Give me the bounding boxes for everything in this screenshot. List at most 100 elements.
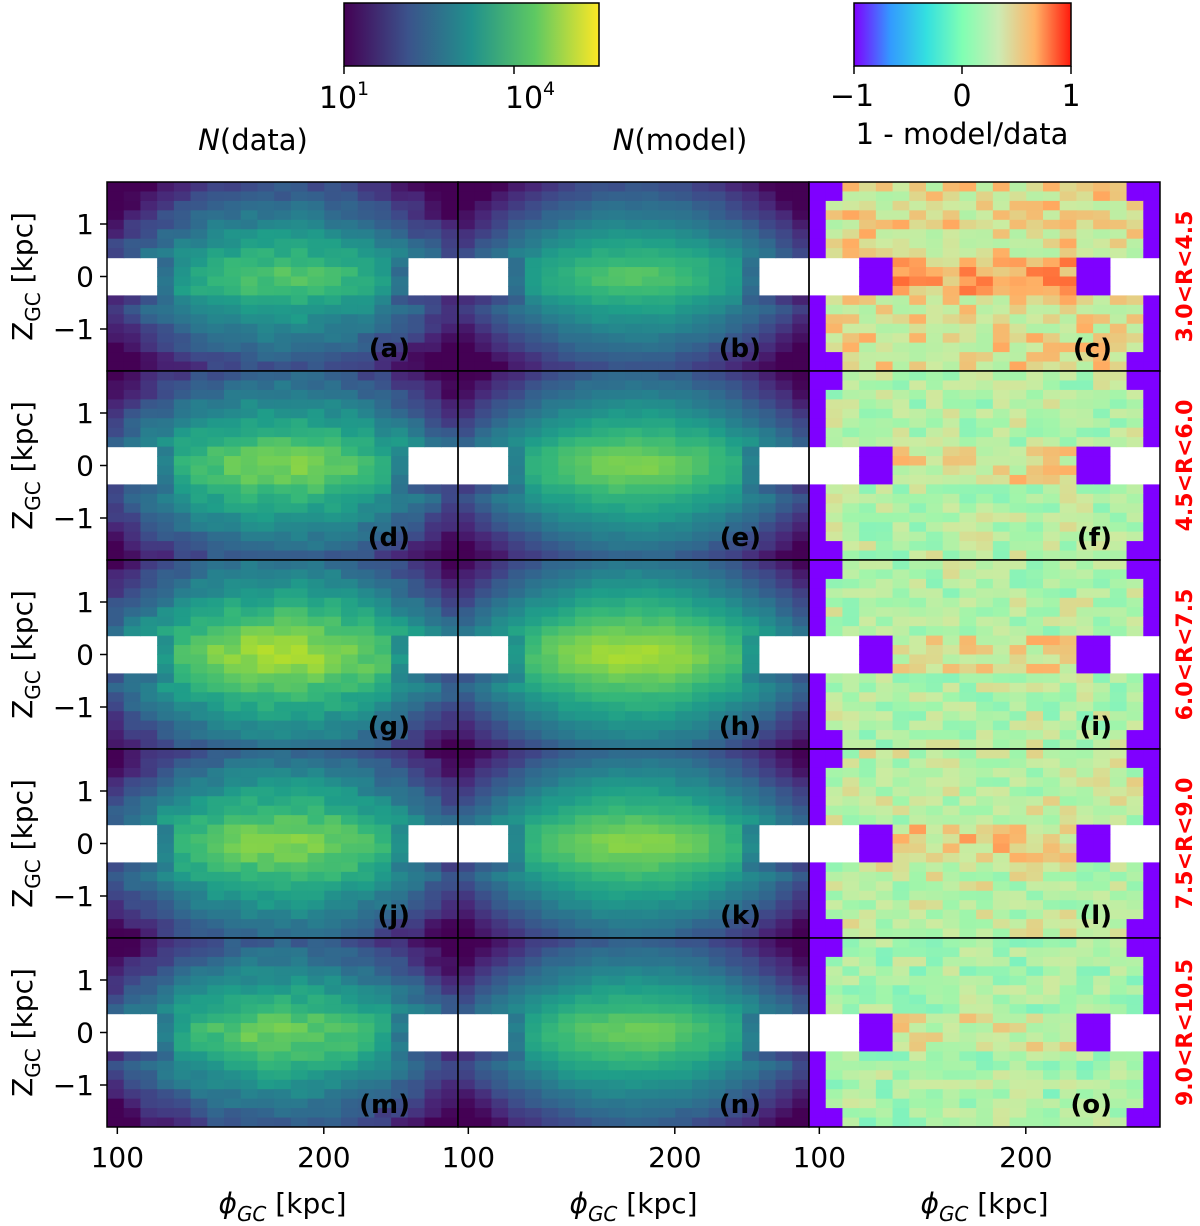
cell [1143,569,1160,580]
cell [441,304,458,315]
cell [591,881,610,892]
cell [1076,446,1094,457]
cell [976,352,994,363]
cell [474,541,493,552]
cell [1009,711,1027,722]
cell [792,730,809,741]
cell [524,361,543,371]
cell [758,569,777,580]
cell [809,881,827,892]
cell [842,767,860,778]
cell [775,777,793,788]
cell [692,418,710,429]
cell [374,749,392,760]
cell [1126,928,1144,938]
cell [524,673,543,684]
cell [909,909,927,920]
cell [1043,323,1061,334]
cell [1093,749,1111,760]
cell [875,843,894,854]
cell [341,219,359,230]
cell [224,588,242,599]
cell [708,512,727,523]
cell [458,399,476,410]
cell [541,541,559,552]
cell [257,399,275,410]
cell [942,465,961,476]
cell [474,900,493,911]
cell [107,342,125,353]
cell [224,437,242,448]
cell [524,182,543,193]
cell [1143,928,1160,938]
cell [424,607,442,618]
cell [959,342,977,353]
cell [892,541,910,552]
cell [274,881,292,892]
cell [725,427,743,438]
cell [1126,805,1144,816]
cell [892,408,910,419]
cell [558,380,576,391]
cell [892,418,910,429]
cell [257,380,275,391]
cell [825,673,844,684]
cell [458,408,476,419]
cell [274,531,292,542]
cell [1076,616,1094,627]
cell [976,711,994,722]
cell [825,900,844,911]
cell [140,720,158,731]
cell [391,824,409,835]
cell [825,569,844,580]
cell [424,371,442,382]
cell [859,474,877,485]
cell [290,985,309,996]
cell [758,352,777,363]
cell [307,493,325,504]
cell [458,597,476,608]
cell [474,210,493,221]
cell [959,503,977,514]
cell [992,399,1011,410]
cell [524,219,543,230]
cell [708,824,727,835]
cell [157,550,175,560]
cell [508,928,526,938]
cell [274,550,292,560]
cell [625,881,643,892]
cell [575,219,593,230]
cell [324,342,342,353]
cell [591,720,610,731]
cell [742,295,760,306]
cell [240,938,259,949]
cell [558,720,576,731]
cell [424,767,442,778]
cell [1059,361,1078,371]
cell [257,994,275,1005]
cell [173,380,192,391]
cell [675,267,693,278]
cell [458,541,476,552]
cell [274,352,292,363]
cell [742,758,760,769]
cell [290,446,309,457]
cell [474,361,493,371]
panel-e-cells [458,371,809,560]
cell [942,635,961,646]
cell [274,805,292,816]
cell [424,900,442,911]
cell [173,597,192,608]
cell [909,484,927,495]
cell [692,626,710,637]
cell [374,881,392,892]
cell [324,389,342,400]
cell [173,342,192,353]
cell [1143,323,1160,334]
cell [458,503,476,514]
cell [926,777,944,788]
cell [926,418,944,429]
cell [157,1013,175,1024]
cell [942,881,961,892]
cell [274,890,292,901]
